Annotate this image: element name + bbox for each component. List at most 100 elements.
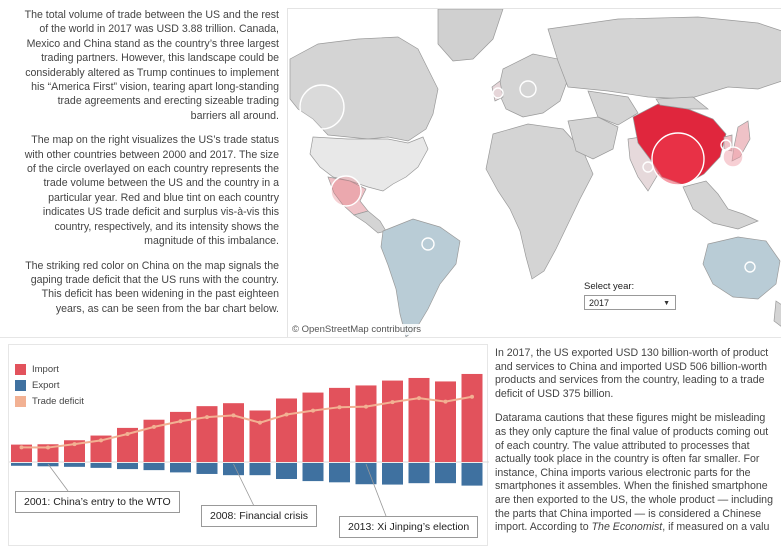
country-greenland <box>437 9 504 62</box>
deficit-point-2005[interactable] <box>152 424 156 429</box>
export-bar-2002[interactable] <box>64 463 85 467</box>
circle-canada <box>299 84 345 130</box>
export-bar-2009[interactable] <box>249 463 271 476</box>
legend-item-export: Export <box>15 377 84 393</box>
export-bar-2003[interactable] <box>90 463 112 468</box>
export-bar-2000[interactable] <box>11 463 32 466</box>
import-bar-2015[interactable] <box>408 377 430 462</box>
leader-wto <box>47 463 69 492</box>
import-bar-2008[interactable] <box>223 403 244 462</box>
deficit-point-2007[interactable] <box>205 415 209 420</box>
export-bar-2004[interactable] <box>117 463 138 470</box>
country-mongolia <box>655 96 709 110</box>
export-bar-2006[interactable] <box>170 463 191 473</box>
side-paragraph-2: Datarama cautions that these figures mig… <box>495 412 773 534</box>
deficit-line[interactable] <box>21 395 473 449</box>
legend-item-import: Import <box>15 361 84 377</box>
circle-uk <box>492 87 504 99</box>
country-central-asia <box>587 90 639 126</box>
import-bar-2007[interactable] <box>196 406 218 462</box>
deficit-point-2002[interactable] <box>72 442 77 447</box>
chart-legend: Import Export Trade deficit <box>15 361 84 409</box>
map-canvas[interactable] <box>288 9 781 337</box>
legend-swatch-export <box>15 379 26 391</box>
country-south-america <box>380 218 461 337</box>
deficit-point-2009[interactable] <box>258 420 262 425</box>
leader-financial-crisis <box>233 463 254 506</box>
import-bar-2003[interactable] <box>90 435 112 462</box>
deficit-point-2016[interactable] <box>443 399 448 404</box>
circle-china <box>651 132 705 186</box>
annotation-xi-election: 2013: Xi Jinping’s election <box>339 516 479 538</box>
intro-paragraph-3: The striking red color on China on the m… <box>25 259 279 315</box>
deficit-point-2008[interactable] <box>231 413 236 418</box>
country-new-zealand <box>773 300 781 327</box>
circle-mexico <box>330 175 362 207</box>
dropdown-arrow-icon: ▼ <box>663 300 670 307</box>
deficit-point-2017[interactable] <box>470 394 474 399</box>
country-europe <box>497 53 569 118</box>
circle-india <box>642 161 654 173</box>
import-bar-2006[interactable] <box>170 411 191 462</box>
import-bar-2000[interactable] <box>11 444 32 462</box>
map-attribution[interactable]: © OpenStreetMap contributors <box>290 324 423 335</box>
import-bar-2017[interactable] <box>461 373 483 462</box>
export-bar-2017[interactable] <box>461 463 483 486</box>
export-bar-2010[interactable] <box>276 463 297 480</box>
intro-text: The total volume of trade between the US… <box>4 8 279 326</box>
country-southeast-asia <box>682 180 759 230</box>
chart-canvas[interactable] <box>9 345 489 547</box>
export-bar-2011[interactable] <box>302 463 324 482</box>
legend-swatch-deficit <box>15 395 26 407</box>
trade-bar-chart[interactable]: Import Export Trade deficit 2001: China’… <box>8 344 489 547</box>
select-year-label: Select year: <box>584 281 635 292</box>
deficit-point-2014[interactable] <box>390 400 395 405</box>
export-bar-2008[interactable] <box>223 463 244 476</box>
deficit-point-2010[interactable] <box>284 412 289 417</box>
year-select-value: 2017 <box>589 298 610 308</box>
intro-paragraph-2: The map on the right visualizes the US’s… <box>24 134 279 248</box>
export-bar-2007[interactable] <box>196 463 218 474</box>
circle-australia <box>744 261 756 273</box>
import-bar-2014[interactable] <box>382 380 403 462</box>
side-text: In 2017, the US exported USD 130 billion… <box>495 347 781 547</box>
year-select[interactable]: 2017 ▼ <box>584 295 676 310</box>
export-bar-2015[interactable] <box>408 463 430 484</box>
export-bar-2014[interactable] <box>382 463 403 485</box>
import-bar-2005[interactable] <box>143 419 165 462</box>
deficit-point-2013[interactable] <box>364 404 368 409</box>
deficit-point-2012[interactable] <box>337 405 342 410</box>
export-bar-2005[interactable] <box>143 463 165 471</box>
country-canada <box>289 36 439 142</box>
import-bar-2004[interactable] <box>117 427 138 462</box>
import-bar-2010[interactable] <box>276 398 297 462</box>
export-bar-2016[interactable] <box>435 463 456 484</box>
import-bar-2009[interactable] <box>249 410 271 462</box>
deficit-point-2001[interactable] <box>46 445 50 450</box>
export-bar-2012[interactable] <box>329 463 350 483</box>
import-bar-2016[interactable] <box>435 381 456 462</box>
country-australia <box>702 236 781 300</box>
deficit-point-2006[interactable] <box>178 419 183 424</box>
import-bar-2013[interactable] <box>355 385 377 462</box>
deficit-point-2000[interactable] <box>19 445 24 450</box>
circle-japan <box>722 146 744 168</box>
circle-germany <box>519 80 537 98</box>
side-paragraph-1: In 2017, the US exported USD 130 billion… <box>495 347 769 400</box>
country-russia <box>547 16 781 100</box>
import-bar-2001[interactable] <box>37 444 59 462</box>
deficit-point-2003[interactable] <box>99 438 103 443</box>
leader-xi-election <box>365 463 387 517</box>
deficit-point-2015[interactable] <box>417 396 421 401</box>
circle-brazil <box>421 237 435 251</box>
deficit-point-2011[interactable] <box>311 408 315 413</box>
export-bar-2013[interactable] <box>355 463 377 485</box>
section-divider <box>0 337 781 338</box>
legend-item-deficit: Trade deficit <box>15 393 84 409</box>
import-bar-2011[interactable] <box>302 392 324 462</box>
import-bar-2012[interactable] <box>329 387 350 462</box>
world-trade-map[interactable]: © OpenStreetMap contributors Select year… <box>287 8 781 337</box>
legend-swatch-import <box>15 363 26 375</box>
annotation-financial-crisis: 2008: Financial crisis <box>201 505 318 527</box>
deficit-point-2004[interactable] <box>125 431 130 436</box>
